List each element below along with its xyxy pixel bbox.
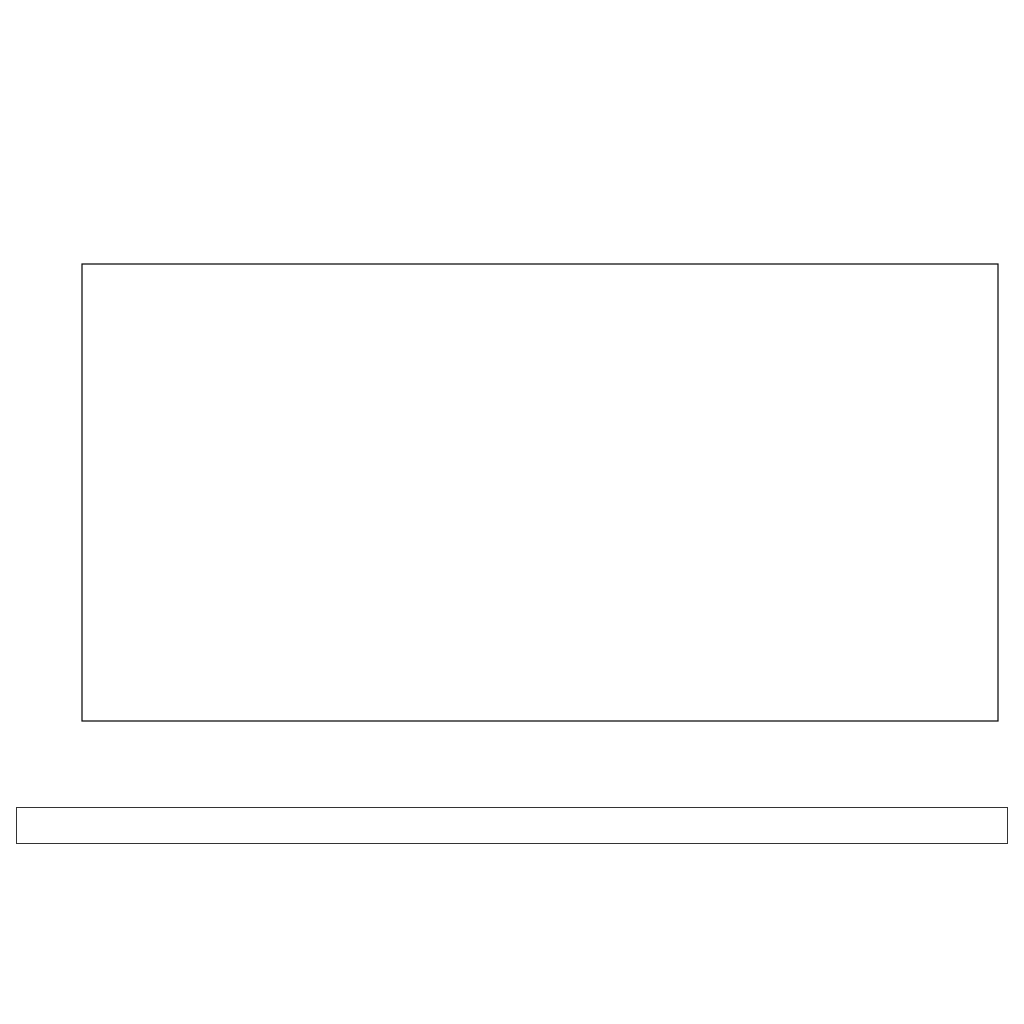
map-overlay <box>82 264 998 721</box>
map-panel <box>82 264 998 721</box>
colorbar <box>16 807 1008 844</box>
